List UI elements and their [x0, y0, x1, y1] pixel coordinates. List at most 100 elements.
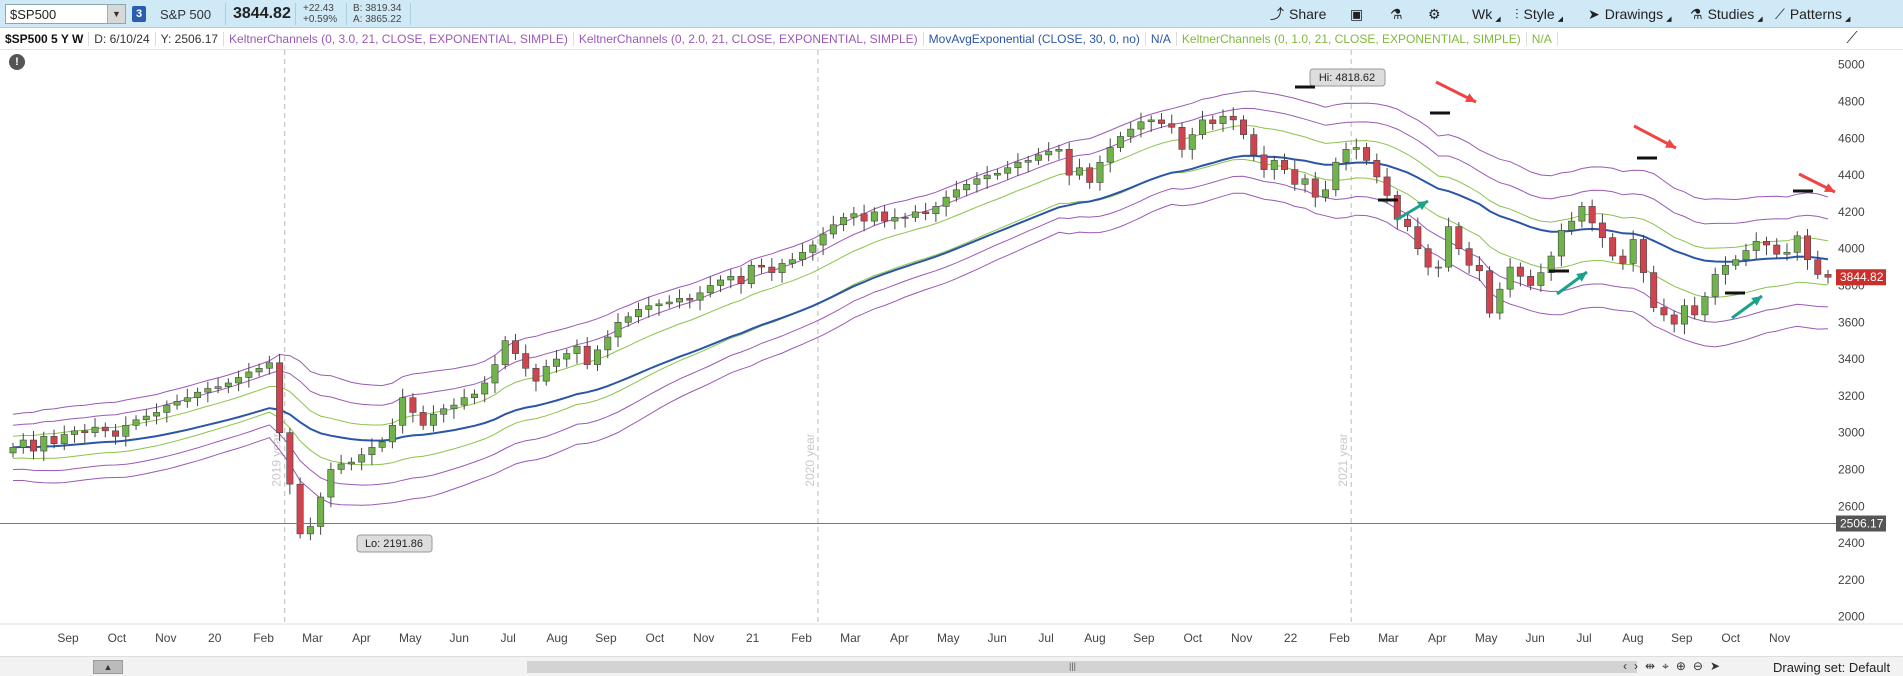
last-price-tag-text: 3844.82	[1840, 270, 1884, 284]
arrow-head	[1576, 272, 1587, 282]
settings-button[interactable]: ⚙	[1428, 3, 1441, 25]
price-chart[interactable]: 2019 year 2020 year 2021 year Hi: 4818.62 L…	[0, 50, 1903, 656]
time-tick-label: Jul	[500, 631, 515, 645]
scrollbar-grip-icon[interactable]: |||	[1069, 661, 1077, 671]
drawing-set-label[interactable]: Drawing set: Default	[1773, 660, 1891, 675]
symbol-link-badge[interactable]: 3	[132, 6, 146, 22]
candle-body	[1116, 136, 1124, 148]
candle-body	[911, 211, 919, 218]
warning-icon[interactable]: !	[9, 54, 25, 70]
candle-body	[778, 263, 786, 273]
last-price-tag-bg	[1836, 269, 1886, 286]
candle-body	[122, 425, 130, 437]
candle-body	[1219, 115, 1227, 124]
arrow-head	[1824, 183, 1835, 192]
share-button[interactable]: ⤴ Share	[1270, 3, 1326, 25]
candle-body	[1773, 244, 1781, 255]
candle-body	[1045, 150, 1053, 156]
candle-body	[1721, 264, 1729, 275]
candle-body	[676, 298, 684, 303]
candle-body	[511, 340, 519, 354]
study-label-keltner-1[interactable]: KeltnerChannels (0, 1.0, 21, CLOSE, EXPO…	[1177, 31, 1527, 46]
candle-body	[214, 386, 222, 389]
studies-label: Studies	[1707, 6, 1755, 22]
study-label-keltner-3[interactable]: KeltnerChannels (0, 3.0, 21, CLOSE, EXPO…	[224, 31, 574, 46]
candle-body	[1434, 266, 1442, 269]
candle-body	[1691, 305, 1699, 316]
low-label-box	[356, 534, 433, 553]
time-tick-label: Sep	[1671, 631, 1693, 645]
collapse-panel-button[interactable]: ▲	[93, 660, 123, 674]
pointer-icon[interactable]: ➤	[1709, 659, 1721, 673]
period-button[interactable]: Wk ◢	[1472, 3, 1501, 25]
symbol-selector[interactable]: ▼	[5, 4, 126, 24]
candle-body	[194, 391, 202, 399]
keltner-lower-line	[12, 175, 1829, 486]
chart-grid: 2019 year 2020 year 2021 year	[270, 50, 1352, 624]
candle-body	[1301, 178, 1309, 185]
share-icon: ⤴	[1270, 6, 1284, 22]
price-tick-label: 2400	[1838, 536, 1865, 550]
horizontal-scrollbar[interactable]	[527, 661, 1637, 673]
candle-body	[347, 461, 355, 465]
studies-button[interactable]: ⚗ Studies ◢	[1690, 3, 1763, 25]
candle-body	[1824, 274, 1832, 278]
expand-time-icon[interactable]: ⇹	[1645, 659, 1656, 673]
scroll-left-icon[interactable]: ‹	[1623, 659, 1627, 673]
candle-body	[696, 292, 704, 301]
price-tick-label: 2800	[1838, 462, 1865, 476]
price-axis: 2000220024002600280030003200340036003800…	[1836, 58, 1886, 624]
top-toolbar: ▼ 3 S&P 500 3844.82 +22.43 +0.59% B: 381…	[0, 0, 1903, 28]
zoom-in-icon[interactable]: ⊕	[1675, 659, 1686, 673]
candle-body	[1465, 248, 1473, 266]
snapshot-button[interactable]: ▣	[1350, 3, 1363, 25]
flask-button[interactable]: ⚗	[1390, 3, 1403, 25]
candle-body	[450, 404, 458, 410]
study-label-keltner-2[interactable]: KeltnerChannels (0, 2.0, 21, CLOSE, EXPO…	[574, 31, 924, 46]
time-tick-label: Apr	[890, 631, 909, 645]
cursor-date: D: 6/10/24	[89, 31, 156, 46]
percent-change: +0.59%	[303, 14, 338, 25]
candle-body	[645, 305, 653, 310]
candle-body	[891, 217, 899, 222]
candle-body	[399, 397, 407, 426]
time-tick-label: Jul	[1576, 631, 1591, 645]
drawings-button[interactable]: ➤ Drawings ◢	[1588, 3, 1671, 25]
year-marker-label: 2020 year	[803, 433, 817, 486]
candle-body	[235, 377, 243, 384]
study-value-na: N/A	[1527, 31, 1558, 46]
scroll-right-icon[interactable]: ›	[1634, 659, 1638, 673]
candle-body	[1157, 119, 1165, 124]
candle-body	[1373, 160, 1381, 178]
candle-body	[624, 316, 632, 323]
time-tick-label: Jul	[1038, 631, 1053, 645]
cursor-value: Y: 2506.17	[156, 31, 225, 46]
time-tick-label: Mar	[1378, 631, 1399, 645]
style-button[interactable]: ⫶ Style ◢	[1515, 3, 1563, 25]
instrument-name: S&P 500	[160, 7, 212, 22]
high-label-box	[1309, 68, 1386, 87]
symbol-dropdown-button[interactable]: ▼	[107, 5, 125, 23]
candle-body	[1619, 255, 1627, 264]
last-price-tag: 3844.82	[1836, 269, 1886, 286]
toolbar-divider	[410, 3, 411, 25]
price-tick-label: 5000	[1838, 58, 1865, 72]
candle-body	[132, 419, 140, 426]
candle-body	[1168, 123, 1176, 128]
study-label-ema[interactable]: MovAvgExponential (CLOSE, 30, 0, no)	[924, 31, 1146, 46]
zoom-out-icon[interactable]: ⊖	[1692, 659, 1703, 673]
corner-triangle-icon: ◢	[1757, 16, 1763, 23]
candle-body	[686, 298, 694, 301]
candle-body	[799, 252, 807, 261]
symbol-input[interactable]	[6, 5, 106, 23]
patterns-button[interactable]: ⟋ Patterns ◢	[1775, 3, 1850, 25]
price-tick-label: 3200	[1838, 389, 1865, 403]
price-tick-label: 3000	[1838, 426, 1865, 440]
time-tick-label: Nov	[693, 631, 714, 645]
drawing-tool-icon[interactable]: ⟋	[1846, 30, 1858, 47]
crosshair-icon[interactable]: ⌖	[1662, 659, 1669, 673]
candle-body	[1404, 218, 1412, 227]
candle-body	[1034, 154, 1042, 161]
time-tick-label: Oct	[108, 631, 127, 645]
candle-body	[337, 463, 345, 470]
